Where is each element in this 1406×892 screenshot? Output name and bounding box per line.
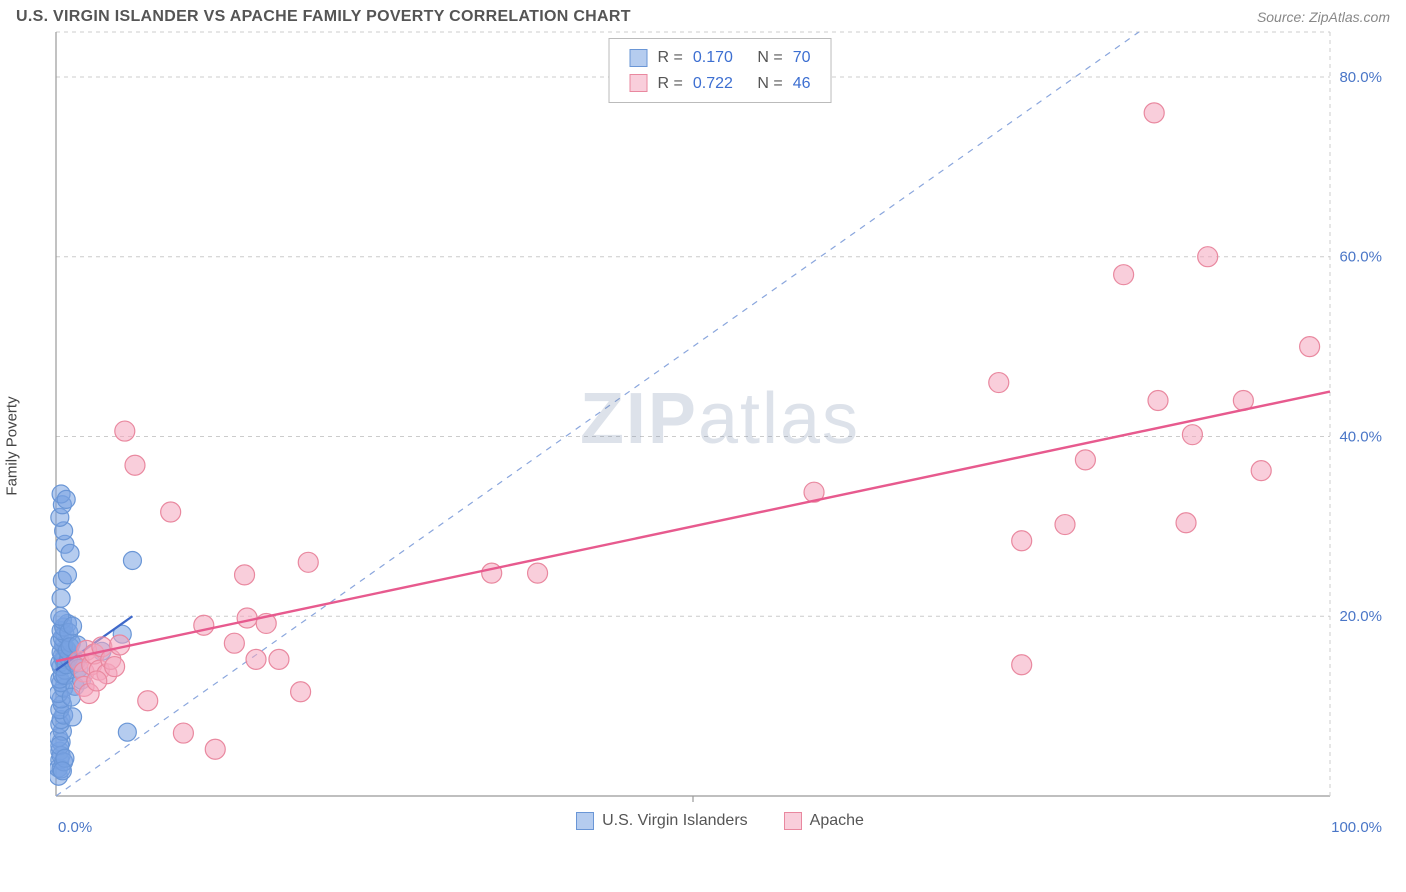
svg-text:40.0%: 40.0% — [1339, 428, 1382, 445]
svg-text:80.0%: 80.0% — [1339, 69, 1382, 86]
chart-title: U.S. VIRGIN ISLANDER VS APACHE FAMILY PO… — [16, 8, 631, 26]
legend-r-label-1: R = — [658, 71, 683, 97]
chart-area: 20.0%40.0%60.0%80.0%0.0%100.0% ZIPatlas … — [50, 30, 1390, 840]
correlation-legend-box: R = 0.170 N = 70 R = 0.722 N = 46 — [609, 38, 832, 103]
legend-r-value-1: 0.722 — [693, 71, 733, 97]
bottom-legend-label-0: U.S. Virgin Islanders — [602, 812, 748, 830]
legend-n-label-1: N = — [757, 71, 782, 97]
legend-swatch-series-1 — [630, 74, 648, 92]
bottom-legend: U.S. Virgin Islanders Apache — [50, 812, 1390, 830]
source-attribution: Source: ZipAtlas.com — [1257, 9, 1390, 25]
bottom-legend-item-1: Apache — [784, 812, 864, 830]
bottom-legend-swatch-1 — [784, 812, 802, 830]
legend-n-label-0: N = — [757, 45, 782, 71]
svg-text:60.0%: 60.0% — [1339, 249, 1382, 266]
legend-r-value-0: 0.170 — [693, 45, 733, 71]
bottom-legend-swatch-0 — [576, 812, 594, 830]
legend-n-value-0: 70 — [793, 45, 811, 71]
bottom-legend-label-1: Apache — [810, 812, 864, 830]
legend-row-series-0: R = 0.170 N = 70 — [630, 45, 811, 71]
legend-swatch-series-0 — [630, 49, 648, 67]
legend-n-value-1: 46 — [793, 71, 811, 97]
svg-text:20.0%: 20.0% — [1339, 608, 1382, 625]
y-axis-label: Family Poverty — [4, 396, 21, 495]
legend-r-label-0: R = — [658, 45, 683, 71]
scatter-plot-svg: 20.0%40.0%60.0%80.0%0.0%100.0% — [50, 30, 1390, 840]
chart-header: U.S. VIRGIN ISLANDER VS APACHE FAMILY PO… — [0, 0, 1406, 30]
bottom-legend-item-0: U.S. Virgin Islanders — [576, 812, 748, 830]
legend-row-series-1: R = 0.722 N = 46 — [630, 71, 811, 97]
